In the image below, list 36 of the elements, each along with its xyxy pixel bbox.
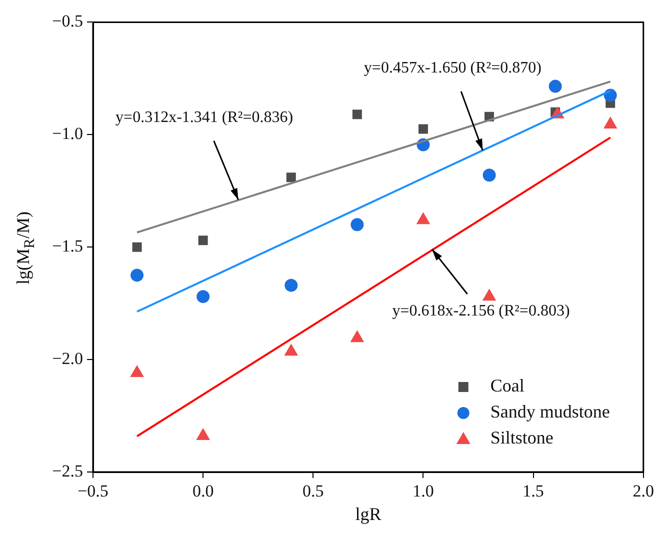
- x-axis-title: lgR: [355, 504, 382, 524]
- x-tick-label: 1.0: [412, 482, 434, 501]
- legend-label: Sandy mudstone: [490, 402, 610, 422]
- annotation: y=0.618x-2.156 (R²=0.803): [392, 302, 570, 320]
- x-tick-label: 1.5: [522, 482, 544, 501]
- point: [416, 212, 430, 224]
- y-tick-label: −1.5: [52, 236, 83, 256]
- point: [350, 330, 364, 342]
- point: [352, 110, 362, 120]
- y-tick-label: −0.5: [52, 12, 83, 31]
- x-tick-label: −0.5: [78, 482, 108, 501]
- point: [482, 289, 496, 301]
- annotation: y=0.457x-1.650 (R²=0.870): [364, 60, 542, 77]
- legend-label: Coal: [490, 376, 524, 396]
- point: [284, 344, 298, 356]
- point: [284, 278, 298, 292]
- legend-label: Siltstone: [490, 428, 554, 448]
- point: [196, 290, 210, 304]
- y-tick-label: −2.0: [52, 349, 83, 368]
- point: [198, 236, 208, 246]
- point: [482, 168, 496, 182]
- point: [548, 80, 562, 93]
- x-tick-label: 0.5: [302, 482, 324, 501]
- point: [604, 117, 617, 129]
- point: [196, 428, 210, 440]
- x-tick-label: 0.0: [192, 482, 214, 501]
- point: [350, 218, 364, 232]
- y-tick-label: −2.5: [52, 461, 83, 480]
- point: [132, 242, 142, 252]
- point: [130, 268, 144, 282]
- y-tick-label: −1.0: [52, 124, 83, 144]
- x-tick-label: 2.0: [632, 482, 654, 501]
- point: [418, 124, 428, 134]
- annotation: y=0.312x-1.341 (R²=0.836): [116, 109, 294, 126]
- point: [130, 366, 144, 378]
- point: [286, 172, 296, 182]
